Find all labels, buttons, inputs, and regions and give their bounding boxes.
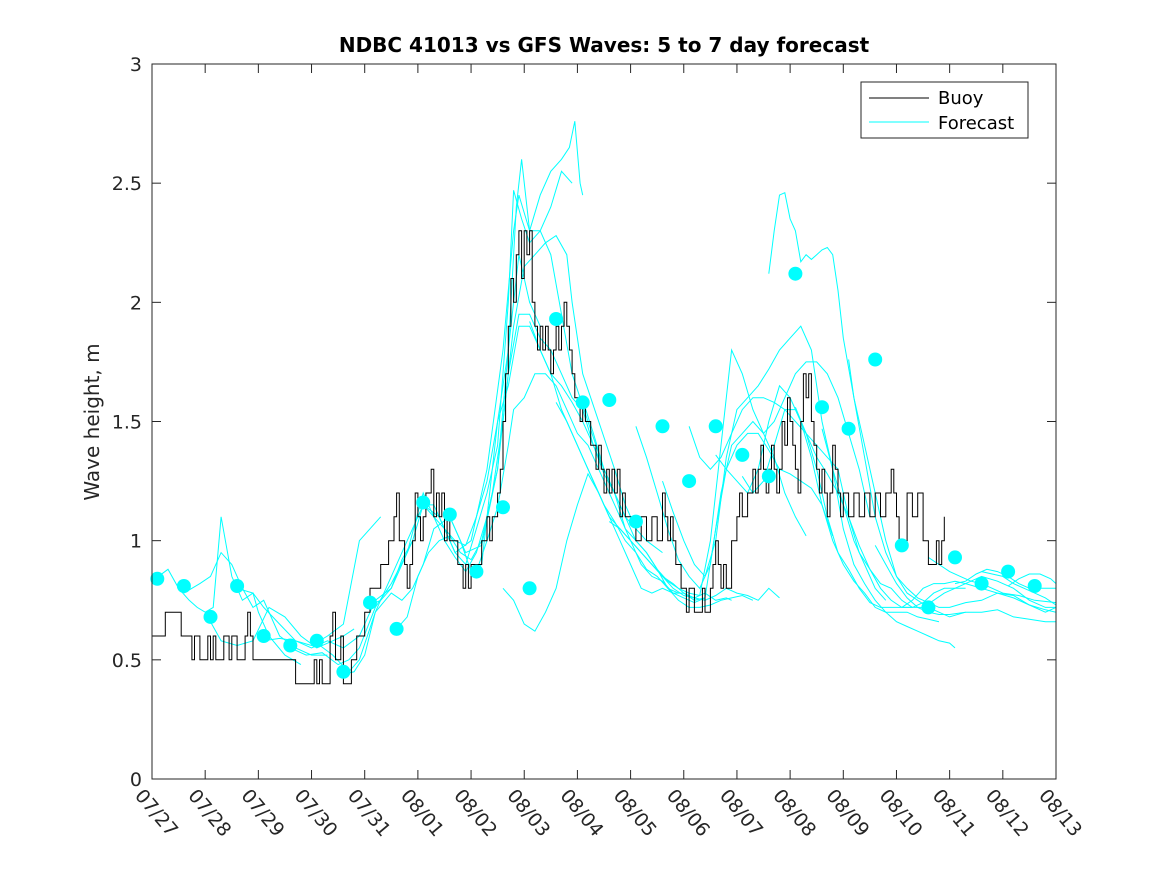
forecast-line-9 — [369, 170, 573, 606]
forecast-marker-14 — [496, 500, 510, 515]
y-tick-label-3: 1.5 — [112, 412, 142, 434]
forecast-line-32 — [981, 571, 1057, 606]
y-tick-label-6: 3 — [130, 54, 142, 76]
y-tick-label-2: 1 — [130, 531, 142, 553]
forecast-line-19 — [635, 361, 871, 590]
forecast-marker-28 — [868, 352, 883, 367]
forecast-line-23 — [741, 409, 966, 608]
forecast-marker-13 — [469, 564, 484, 579]
forecast-markers — [150, 266, 1042, 679]
forecast-marker-11 — [416, 495, 431, 510]
forecast-marker-10 — [389, 621, 404, 636]
forecast-marker-30 — [921, 600, 936, 615]
forecast-marker-1 — [150, 571, 165, 586]
forecast-marker-20 — [655, 419, 670, 434]
forecast-marker-12 — [442, 507, 457, 522]
forecast-line-2 — [183, 551, 328, 656]
forecast-line-33 — [1007, 573, 1057, 587]
plot-area — [150, 121, 1057, 685]
forecast-marker-7 — [309, 633, 324, 648]
forecast-marker-9 — [363, 595, 377, 610]
forecast-marker-26 — [815, 400, 829, 415]
forecast-marker-34 — [1027, 579, 1042, 593]
forecast-marker-27 — [841, 421, 856, 436]
forecast-line-8 — [343, 121, 584, 675]
forecast-marker-15 — [522, 581, 537, 596]
legend: Buoy Forecast — [860, 81, 1029, 139]
buoy-line — [152, 230, 945, 685]
forecast-marker-5 — [256, 629, 271, 643]
forecast-line-14 — [502, 472, 732, 632]
legend-buoy-label: Buoy — [938, 88, 984, 109]
forecast-line-13 — [475, 373, 706, 604]
forecast-marker-17 — [575, 395, 590, 410]
forecast-line-7 — [316, 194, 616, 673]
forecast-line-26 — [821, 428, 956, 649]
forecast-marker-33 — [1001, 564, 1016, 579]
forecast-marker-16 — [549, 312, 564, 326]
y-ticks: 0 0.5 1 1.5 2 2.5 3 — [112, 54, 1056, 791]
forecast-line-25 — [794, 407, 1056, 608]
forecast-marker-25 — [788, 266, 803, 281]
forecast-marker-29 — [894, 538, 909, 553]
forecast-marker-6 — [283, 638, 298, 653]
forecast-line-24 — [768, 191, 966, 618]
forecast-marker-31 — [948, 550, 962, 565]
y-axis-label: Wave height, m — [80, 343, 104, 500]
y-tick-label-0: 0 — [130, 769, 142, 791]
legend-box — [860, 81, 1029, 139]
forecast-line-28 — [874, 545, 1056, 623]
y-tick-label-5: 2.5 — [112, 173, 142, 195]
forecast-marker-23 — [735, 447, 750, 462]
forecast-line-4 — [236, 516, 382, 647]
forecast-marker-19 — [628, 514, 643, 529]
buoy-line-group — [152, 230, 945, 685]
y-tick-label-4: 2 — [130, 292, 142, 314]
forecast-line-16 — [555, 402, 780, 601]
forecast-marker-3 — [203, 609, 218, 624]
chart-title: NDBC 41013 vs GFS Waves: 5 to 7 day fore… — [339, 33, 870, 57]
forecast-marker-8 — [336, 664, 351, 679]
forecast-marker-4 — [230, 579, 245, 593]
forecast-line-17 — [582, 348, 807, 597]
forecast-line-20 — [662, 325, 887, 601]
forecast-marker-24 — [761, 469, 776, 484]
forecast-marker-18 — [602, 393, 617, 407]
forecast-marker-22 — [708, 419, 723, 434]
forecast-marker-2 — [176, 579, 191, 593]
forecast-marker-21 — [682, 474, 697, 489]
forecast-marker-32 — [974, 576, 989, 591]
forecast-line-29 — [901, 580, 1057, 613]
legend-forecast-label: Forecast — [938, 113, 1014, 134]
y-tick-label-1: 0.5 — [112, 650, 142, 672]
